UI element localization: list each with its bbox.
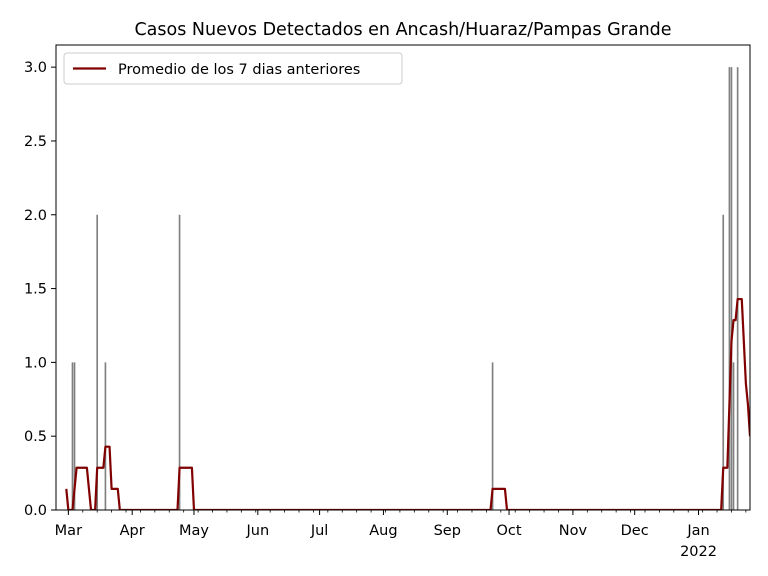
x-tick-label: Oct bbox=[497, 523, 522, 539]
lines-layer bbox=[65, 297, 750, 510]
y-tick-label: 2.0 bbox=[24, 208, 47, 224]
bar-8 bbox=[730, 67, 733, 510]
series-line-0 bbox=[65, 297, 750, 510]
y-tick-label: 0.5 bbox=[24, 429, 47, 445]
x-tick-label: May bbox=[179, 523, 209, 539]
bar-7 bbox=[728, 67, 731, 510]
legend-box bbox=[63, 52, 403, 85]
x-tick-label: Apr bbox=[120, 523, 145, 539]
bar-2 bbox=[96, 214, 99, 510]
x-tick-sublabel: 2022 bbox=[680, 544, 717, 560]
axes-layer: 0.0 0.5 1.0 1.5 2.0 2.5 3.0 Mar Apr May Jun Jul Aug S… bbox=[24, 44, 751, 560]
x-tick-label: Dec bbox=[621, 523, 649, 539]
bar-10 bbox=[736, 67, 739, 510]
chart-title: Casos Nuevos Detectados en Ancash/Huaraz… bbox=[134, 20, 671, 40]
y-tick-label: 2.5 bbox=[24, 134, 47, 150]
y-tick-label: 1.5 bbox=[24, 282, 47, 298]
bar-6 bbox=[722, 214, 725, 510]
x-tick-label: Aug bbox=[369, 523, 397, 539]
y-tick-label: 1.0 bbox=[24, 355, 47, 371]
plot-frame bbox=[55, 44, 751, 511]
legend: Promedio de los 7 dias anteriores bbox=[63, 52, 403, 85]
bar-3 bbox=[104, 362, 107, 510]
bar-9 bbox=[732, 362, 735, 510]
x-tick-label: Mar bbox=[55, 523, 82, 539]
x-tick-label: Nov bbox=[559, 523, 588, 539]
y-tick-label: 0.0 bbox=[24, 503, 47, 519]
bar-4 bbox=[178, 214, 181, 510]
bars-layer bbox=[71, 67, 739, 510]
x-tick-label: Jan bbox=[686, 523, 709, 539]
bar-0 bbox=[71, 362, 74, 510]
y-tick-label: 3.0 bbox=[24, 60, 47, 76]
bar-5 bbox=[491, 362, 494, 510]
legend-label: Promedio de los 7 dias anteriores bbox=[118, 62, 360, 78]
bar-1 bbox=[73, 362, 76, 510]
x-tick-label: Sep bbox=[434, 523, 461, 539]
x-tick-label: Jul bbox=[310, 523, 329, 539]
x-tick-label: Jun bbox=[245, 523, 269, 539]
